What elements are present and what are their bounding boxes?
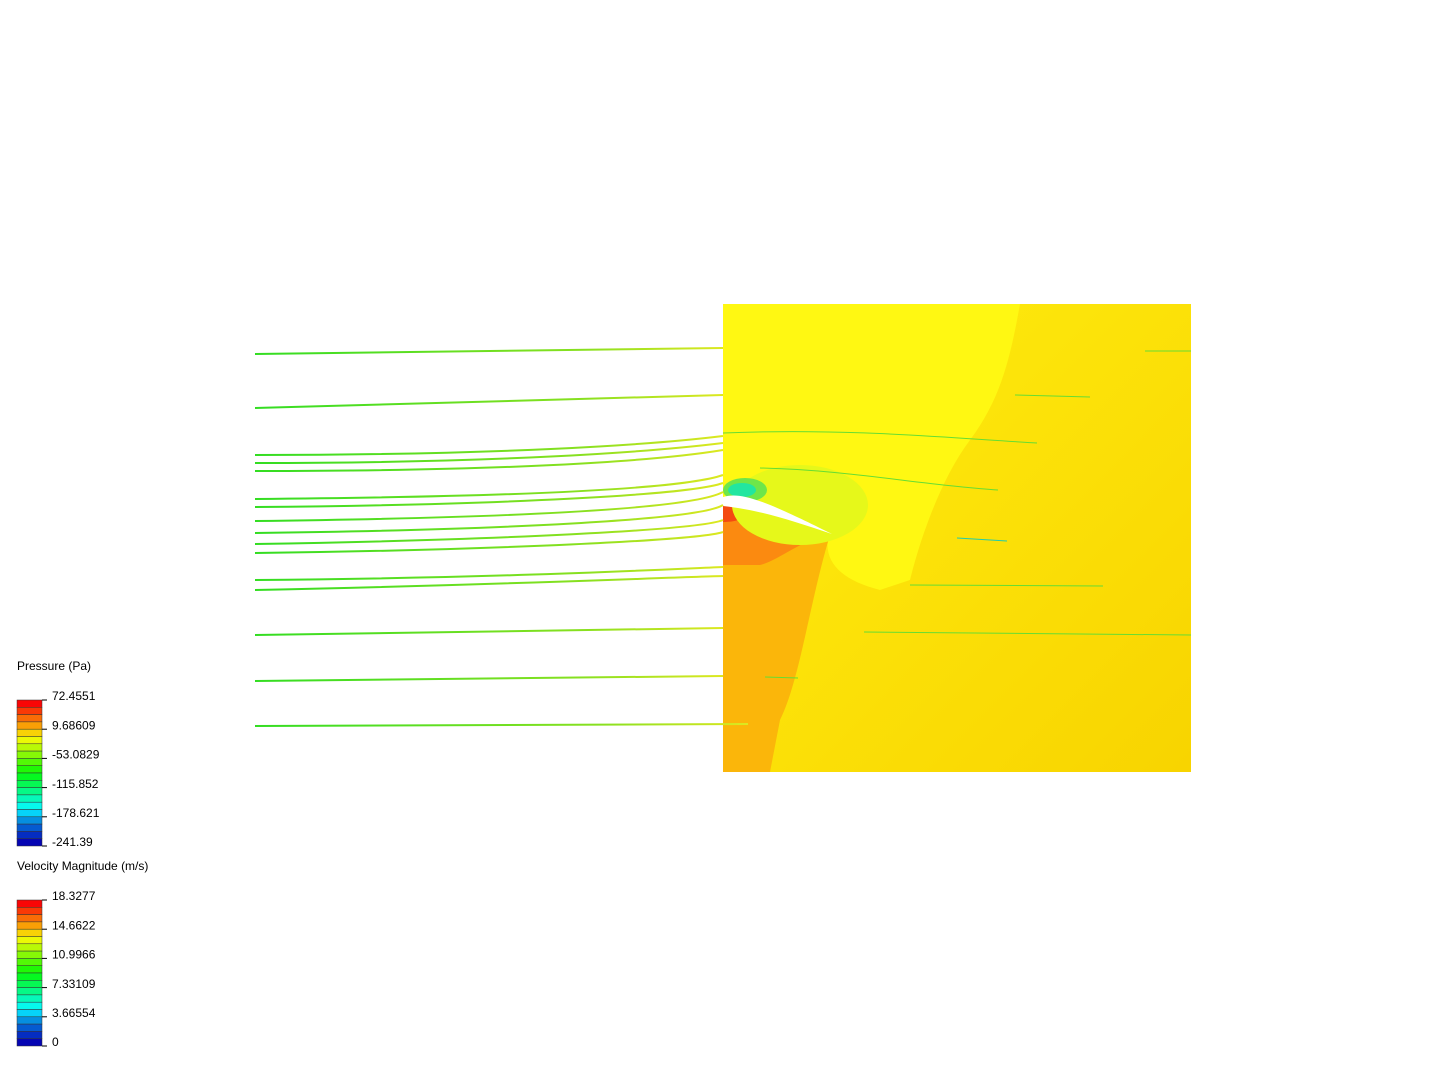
color-band [16,950,43,959]
tick-label: 3.66554 [52,1006,96,1020]
flow-field [722,304,1192,772]
color-band [16,736,43,745]
color-band [16,972,43,981]
color-band [16,765,43,774]
color-band [16,907,43,915]
tick-label: 72.4551 [52,689,96,703]
color-band [16,965,43,974]
color-band [16,707,43,715]
color-band [16,958,43,966]
tick-label: -241.39 [52,835,93,849]
color-band [16,758,43,766]
color-band [16,994,43,1003]
color-band [16,794,43,803]
color-band [16,721,43,730]
tick-label: 14.6622 [52,918,96,932]
tick-label: -53.0829 [52,748,100,762]
color-band [16,1031,43,1039]
legend-title: Pressure (Pa) [17,659,91,673]
color-band [16,936,43,945]
color-band [16,772,43,781]
color-band [16,1023,43,1032]
color-band [16,780,43,788]
color-band [16,809,43,818]
color-band [16,699,43,708]
color-band [16,743,43,752]
legend-title: Velocity Magnitude (m/s) [17,859,148,873]
tick-label: 0 [52,1035,59,1049]
color-band [16,750,43,759]
color-band [16,823,43,832]
color-band [16,943,43,952]
tick-label: 7.33109 [52,977,96,991]
color-band [16,801,43,810]
color-band [16,914,43,923]
color-band [16,980,43,988]
color-band [16,838,43,847]
streamlines [254,347,749,727]
color-band [16,728,43,737]
color-band [16,831,43,839]
color-band [16,816,43,825]
tick-label: -115.852 [52,777,99,791]
color-band [16,1009,43,1018]
color-band [16,1001,43,1010]
tick-label: 18.3277 [52,889,96,903]
color-band [16,987,43,996]
legends: Pressure (Pa) 72.4551 9.68609 -53.0829 -115.… [16,659,148,1049]
color-band [16,787,43,796]
tick-label: 9.68609 [52,718,96,732]
tick-label: 10.9966 [52,948,96,962]
tick-label: -178.621 [52,806,100,820]
color-band [16,899,43,908]
color-band [16,921,43,930]
color-band [16,928,43,937]
color-band [16,1038,43,1047]
color-band [16,1016,43,1025]
color-band [16,714,43,723]
